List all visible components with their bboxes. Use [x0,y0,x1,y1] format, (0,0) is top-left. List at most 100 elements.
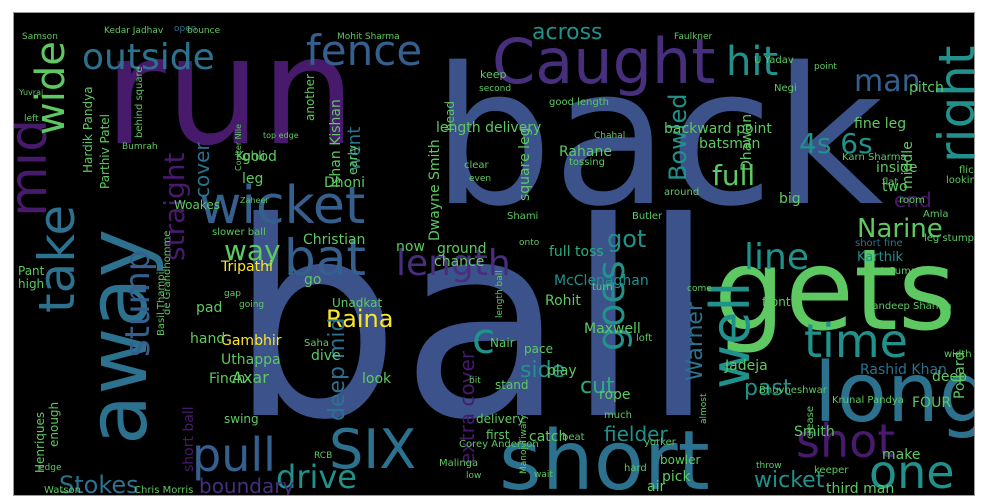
word-smith: Smith [794,424,835,440]
word-gambhir: Gambhir [221,333,282,349]
word-kedar-jadhav: Kedar Jadhav [104,26,164,36]
word-chance: chance [434,254,484,270]
word-point: point [814,62,837,72]
word-length: length [396,243,511,284]
word-third-man: third man [826,481,894,495]
word-square-leg: square leg [517,127,533,201]
word-wide: wide [28,41,74,135]
word-line: line [744,237,809,278]
word-hit: hit [726,39,778,85]
word-good: good [242,149,277,165]
word-backward-point: backward point [664,121,772,137]
word-first: first [486,428,510,442]
word-end: end [894,188,932,212]
word-middle: middle [900,141,916,189]
word-ground: ground [437,241,487,257]
word-even: even [469,174,491,184]
word-samson: Samson [22,32,58,42]
word-back: back [432,27,884,248]
word-amla: Amla [923,209,949,220]
word-front: front [762,295,791,309]
word-stump: stump [118,250,158,357]
word-kohli: Kohli [236,149,265,163]
word-rashid-khan: Rashid Khan [860,362,947,378]
word-man: man [854,64,921,99]
word-come: come [687,284,712,294]
word-flick: flick [959,165,974,176]
word-looking: looking [946,175,974,186]
word-chris-morris: Chris Morris [134,485,193,495]
word-another: another [303,74,317,121]
word-ishan-kishan: Ishan Kishan [328,99,344,188]
word-loft: loft [636,333,652,344]
word-de-grandhomme: de Grandhomme [162,231,173,315]
word-hardik-pandya: Hardik Pandya [81,86,95,173]
word-almost: almost [699,393,709,424]
word-cloud-background [14,13,974,495]
word-room: room [899,195,925,206]
word-dive: dive [311,348,341,364]
word-full: full [712,159,755,192]
word-malinga: Malinga [439,458,478,469]
word-bhuvneshwar: Bhuvneshwar [759,385,828,396]
word-yorker: yorker [644,437,677,448]
word-extra-cover: extra cover [455,350,479,465]
word-pitch: pitch [909,80,944,96]
word-two: two [882,179,908,195]
word-outside: outside [82,37,215,78]
word-open: open [174,24,196,34]
word-across: across [532,20,603,45]
word-karn-sharma: Karn Sharma [842,152,907,163]
word-leg: leg [242,171,263,187]
word-flat: flat [882,177,898,188]
word-tossing: tossing [569,157,605,168]
word-enough: enough [47,402,61,447]
word-clear: clear [464,160,490,171]
word-six: SIX [329,418,416,481]
word-around: around [664,187,699,198]
word-parthiv-patel: Parthiv Patel [98,114,112,189]
word-sandeep-sharma: Sandeep Sharma [866,301,952,312]
word-caught: Caught [492,25,716,98]
word-bit: bit [469,376,481,386]
word-turn: turn [592,282,613,293]
word-saha: Saha [304,338,329,349]
word-air: air [647,479,665,495]
word-left: left [24,114,39,124]
word-chahal: Chahal [594,131,625,141]
word-deep-mid: deep mid [325,317,350,421]
word-pant: Pant [18,264,45,278]
word-way: way [224,234,281,267]
word-deep: deep [932,369,967,385]
word-play: play [547,363,577,379]
word-short: short [499,414,710,495]
word-full-toss: full toss [549,244,604,260]
word-catch: catch [529,429,567,445]
word-run: run [104,13,356,179]
word-good-length: good length [549,97,609,108]
word-dhawan: Dhawan [739,114,755,171]
word-keep: keep [480,68,507,81]
word-cover: cover [190,142,214,198]
word-hard: hard [624,463,647,474]
word-one: one [869,445,955,495]
word-slower-ball: slower ball [212,227,266,238]
word-krunal-pandya: Krunal Pandya [832,395,904,406]
word-c: c [472,314,495,363]
word-onto: onto [519,238,540,248]
word-woakes: Woakes [174,198,220,212]
word-side: side [520,358,565,383]
word-faulkner: Faulkner [674,32,713,42]
word-high: high [18,277,44,291]
word-finch: Finch [209,371,245,387]
word-mohit-sharma: Mohit Sharma [337,32,400,42]
word-rope: rope [599,387,631,403]
word-boundary: boundary [199,474,294,495]
word-swing: swing [224,412,259,426]
word-warner: Warner [683,301,708,381]
word-tripathi: Tripathi [220,259,273,275]
word-take: take [28,205,86,313]
word-bowler: bowler [660,453,700,467]
word-bowled: Bowled [664,94,692,181]
